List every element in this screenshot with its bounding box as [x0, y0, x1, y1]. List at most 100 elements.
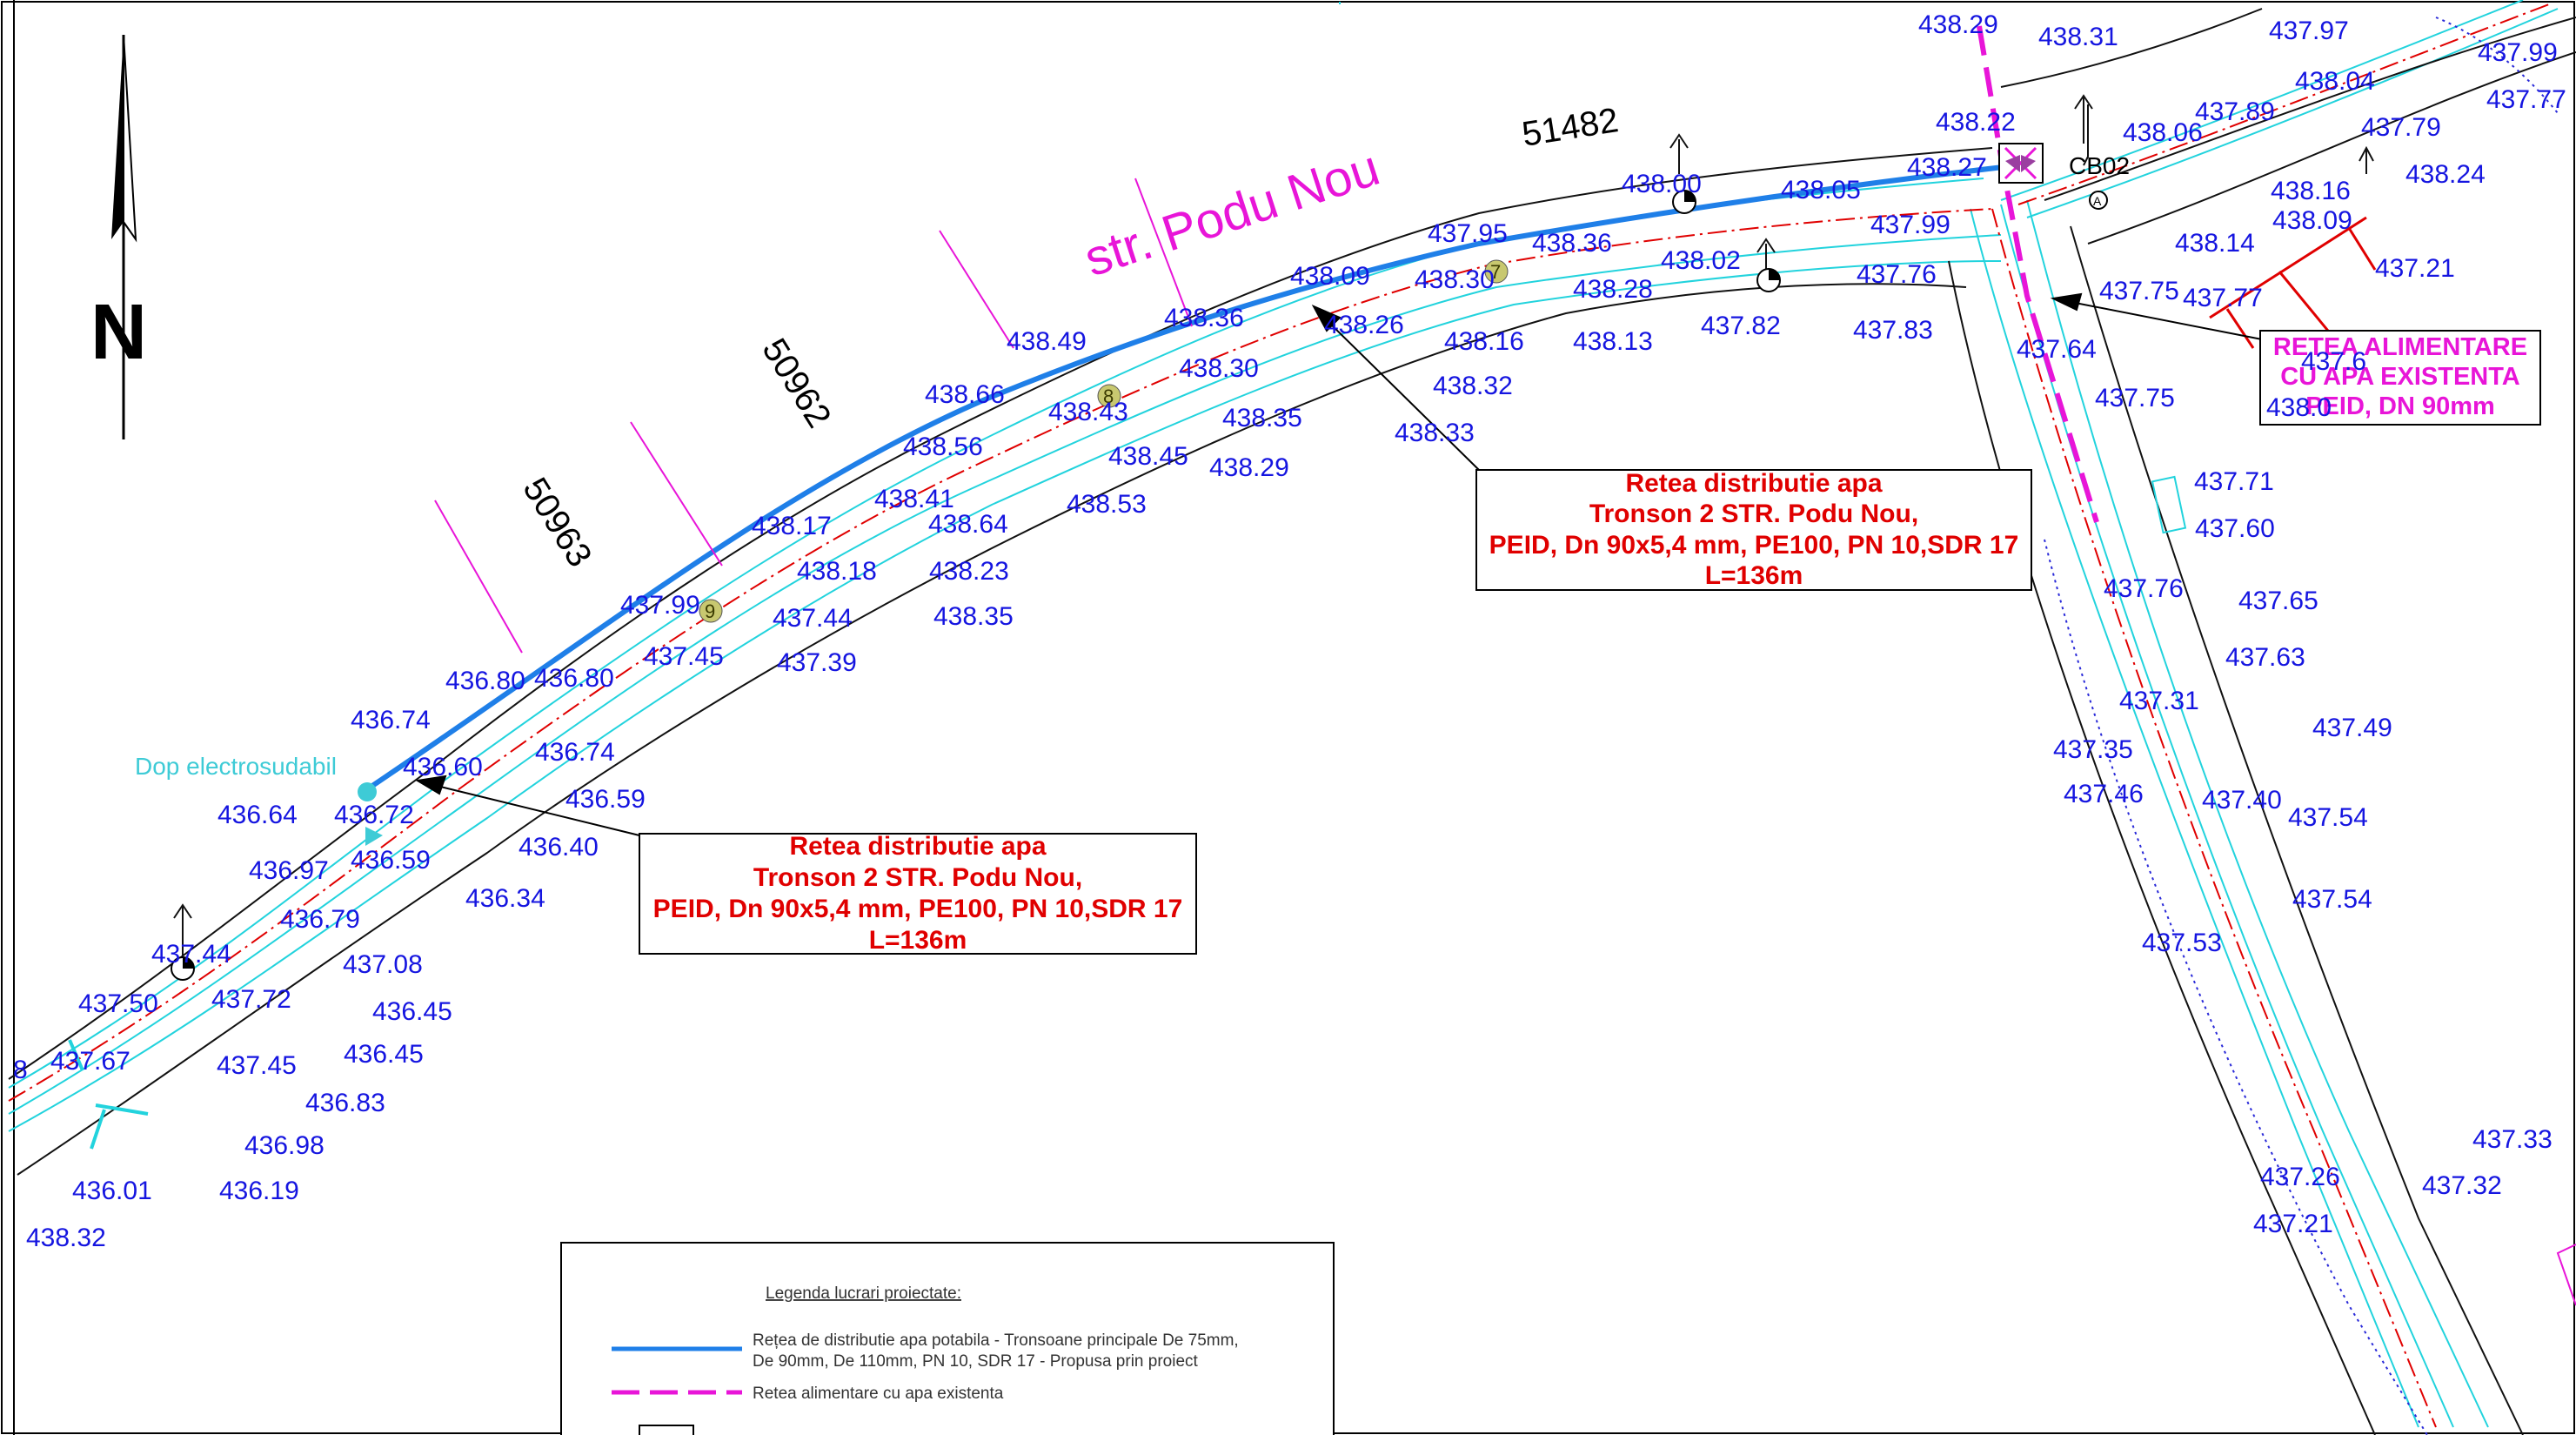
cb02-label: CB02	[2069, 152, 2130, 179]
elevation-label: 437.97	[2269, 17, 2349, 45]
elevation-label: 438.29	[1918, 10, 1998, 39]
elevation-label: 438.22	[1936, 108, 2016, 137]
elevation-label: 438.16	[2271, 177, 2351, 205]
elevation-label: 438.36	[1164, 304, 1244, 332]
cyan-rect-marker	[2151, 475, 2187, 534]
elevation-label: 438.09	[1290, 262, 1370, 291]
elevation-label: 437.45	[217, 1051, 297, 1080]
elevation-label: 436.40	[519, 833, 599, 862]
elevation-label: 437.32	[2422, 1171, 2502, 1200]
elevation-label: 437.08	[343, 950, 423, 979]
north-arrow-icon: N	[90, 34, 147, 439]
elevation-label: 438.31	[2038, 23, 2118, 51]
existing-label-line2: CU APA EXISTENTA	[2280, 363, 2520, 391]
callout-top-line3: PEID, Dn 90x5,4 mm, PE100, PN 10,SDR 17	[1489, 531, 2019, 560]
callout-bottom-line3: PEID, Dn 90x5,4 mm, PE100, PN 10,SDR 17	[653, 895, 1183, 923]
elevation-label: 437.75	[2095, 384, 2175, 412]
legend-item2: Retea alimentare cu apa existenta	[753, 1385, 1004, 1403]
parcel-50963: 50963	[515, 471, 599, 573]
proposed-pipe-line	[368, 163, 2019, 790]
elevation-label: 438.64	[928, 510, 1008, 539]
elevation-label: 438.53	[1067, 490, 1147, 519]
elevation-label: 436.72	[334, 801, 414, 829]
svg-text:9: 9	[705, 600, 715, 622]
elevation-label: 437.21	[2253, 1210, 2333, 1238]
svg-text:7: 7	[1490, 261, 1501, 283]
road-axis	[8, 3, 2550, 1428]
elevation-label: 436.34	[465, 884, 545, 913]
elevation-label: 436.80	[445, 667, 525, 695]
elevation-label: 436.59	[351, 846, 431, 875]
elevation-label: 436.64	[217, 801, 298, 829]
property-marker-lines	[434, 178, 1193, 654]
elevation-label: 438.28	[1573, 275, 1653, 304]
elevation-label: 436.45	[344, 1040, 424, 1069]
elevation-label: 437.72	[211, 985, 291, 1014]
existing-connection-lines	[2209, 216, 2377, 349]
elevation-label: 437.49	[2312, 714, 2392, 742]
elevation-label: 438.18	[797, 557, 877, 586]
elevation-label: 437.79	[2361, 113, 2441, 142]
elevation-label: 437.67	[50, 1047, 130, 1076]
existing-label-line3: PEID, DN 90mm	[2305, 392, 2495, 420]
callout-bottom-line2: Tronson 2 STR. Podu Nou,	[753, 863, 1082, 892]
elevation-label: 437.35	[2053, 735, 2133, 764]
elevation-label: 438.17	[752, 512, 832, 540]
elevation-label: 436.97	[249, 856, 329, 885]
elevation-label: 438.02	[1661, 246, 1741, 275]
callout-top-line1: Retea distributie apa	[1625, 469, 1882, 498]
elevation-label: 437.63	[2225, 643, 2305, 672]
elevation-label: 437.21	[2375, 254, 2455, 283]
elevation-label: 438.29	[1209, 453, 1289, 482]
elevation-label: 437.40	[2202, 786, 2282, 815]
elevation-label: 437.82	[1701, 312, 1781, 340]
north-label: N	[90, 289, 147, 376]
elevation-label: 438.43	[1048, 398, 1128, 426]
elevation-label: 438.05	[1781, 176, 1861, 205]
elevation-label: 436.83	[305, 1089, 385, 1117]
elevation-label: 437.54	[2292, 885, 2372, 914]
elevation-label: 438.30	[1179, 354, 1259, 383]
elevation-label: 438.27	[1907, 153, 1987, 182]
elevation-label: 438.32	[26, 1224, 106, 1252]
existing-network-box: RETEA ALIMENTARE CU APA EXISTENTA PEID, …	[2259, 330, 2541, 426]
node-9: 9	[699, 599, 723, 623]
elevation-label: 437.99	[2478, 38, 2558, 67]
callout-top-line4: L=136m	[1705, 561, 1803, 590]
svg-text:A: A	[2093, 194, 2102, 208]
elevation-label: 8	[13, 1056, 28, 1084]
elevation-label: 437.60	[2195, 514, 2275, 543]
elevation-label: 437.44	[151, 940, 231, 969]
elevation-label: 437.83	[1853, 316, 1933, 345]
elevation-label: 437.76	[2104, 574, 2184, 603]
valve-icon	[1998, 143, 2044, 184]
existing-network-line	[1977, 25, 2099, 523]
dop-electrosudabil-label: Dop electrosudabil	[135, 753, 337, 780]
elevation-label: 437.64	[2017, 335, 2097, 364]
elevation-label: 437.75	[2099, 277, 2179, 305]
svg-text:8: 8	[1103, 386, 1114, 407]
elevation-label: 437.99	[1870, 211, 1950, 239]
elevation-label: 437.53	[2142, 929, 2222, 957]
elevation-label: 437.45	[644, 642, 724, 671]
parcel-51482: 51482	[1520, 101, 1622, 154]
elevation-label: 438.45	[1108, 442, 1188, 471]
elevation-label: 437.31	[2119, 687, 2199, 715]
node-7: 7	[1484, 259, 1509, 284]
elevation-label: 437.46	[2064, 780, 2144, 808]
callout-bottom-line1: Retea distributie apa	[789, 832, 1046, 861]
legend-item1-line1: Rețea de distributie apa potabila - Tron…	[753, 1331, 1239, 1350]
elevation-label: 436.74	[351, 706, 431, 734]
elevation-label: 438.0	[2266, 393, 2332, 422]
elevation-label: 437.26	[2260, 1163, 2340, 1191]
elevation-label: 438.00	[1622, 170, 1702, 198]
elevation-label: 437.76	[1857, 260, 1937, 289]
cyan-arrow-icon	[365, 827, 383, 846]
elevation-label: 436.80	[534, 664, 614, 693]
dop-electrosudabil-marker	[358, 782, 377, 801]
elevation-label: 437.77	[2486, 85, 2566, 114]
elevation-label: 438.04	[2295, 67, 2375, 96]
elevation-label: 436.74	[535, 738, 615, 767]
elevation-label: 436.19	[219, 1177, 299, 1205]
